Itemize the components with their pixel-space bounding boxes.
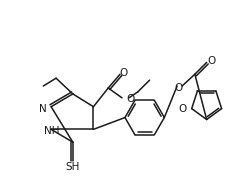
Text: SH: SH [66, 162, 80, 172]
Text: O: O [120, 68, 128, 78]
Text: O: O [179, 104, 187, 114]
Text: NH: NH [44, 126, 60, 136]
Text: O: O [208, 56, 216, 66]
Text: N: N [39, 104, 47, 114]
Text: O: O [126, 94, 134, 104]
Text: O: O [174, 83, 182, 93]
